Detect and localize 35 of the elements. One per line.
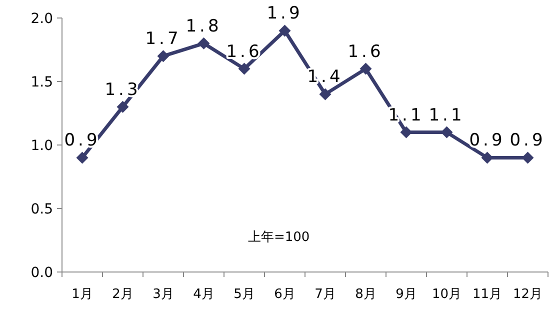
data-label: 1.3 bbox=[104, 80, 141, 100]
x-tick-label: 2月 bbox=[112, 287, 134, 302]
data-label: 0.9 bbox=[469, 130, 506, 151]
y-tick-label: 0.0 bbox=[30, 265, 53, 281]
x-tick-label: 6月 bbox=[274, 287, 296, 302]
data-label: 1.7 bbox=[145, 29, 182, 50]
point bbox=[157, 50, 170, 62]
x-tick-label: 10月 bbox=[432, 287, 462, 302]
y-tick-label: 2.0 bbox=[30, 11, 53, 27]
x-tick-label: 9月 bbox=[396, 287, 417, 302]
x-tick-label: 3月 bbox=[152, 287, 174, 302]
point bbox=[319, 88, 332, 100]
point bbox=[360, 62, 372, 75]
x-tick-label: 4月 bbox=[193, 287, 214, 302]
point bbox=[278, 24, 291, 37]
y-tick-label: 1.5 bbox=[30, 74, 53, 90]
point bbox=[76, 152, 88, 164]
data-label: 1.6 bbox=[226, 42, 262, 62]
point bbox=[198, 37, 210, 50]
y-tick-label: 0.5 bbox=[30, 202, 53, 218]
x-tick-label: 12月 bbox=[512, 287, 543, 302]
data-label: 0.9 bbox=[510, 130, 546, 151]
data-label: 1.9 bbox=[266, 4, 303, 24]
y-tick-label: 1.0 bbox=[30, 138, 53, 154]
point bbox=[238, 62, 250, 75]
data-label: 1.6 bbox=[348, 42, 384, 62]
data-label: 1.8 bbox=[186, 16, 222, 36]
x-tick-label: 11月 bbox=[472, 287, 502, 302]
x-tick-label: 7月 bbox=[314, 287, 336, 302]
data-label: 1.1 bbox=[428, 105, 465, 126]
point bbox=[116, 100, 129, 113]
x-tick-label: 5月 bbox=[234, 287, 255, 302]
x-tick-label: 1月 bbox=[72, 287, 93, 302]
annotation: 上年=100 bbox=[248, 230, 310, 245]
x-tick-label: 8月 bbox=[355, 287, 376, 302]
